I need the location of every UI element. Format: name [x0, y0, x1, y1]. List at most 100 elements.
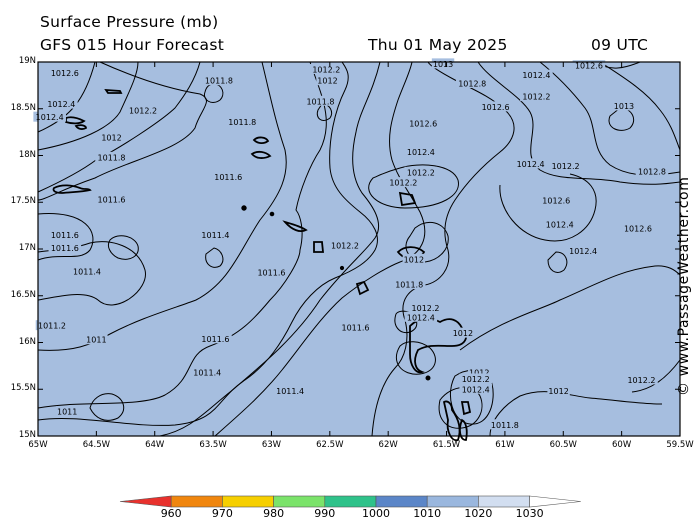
isobar-label: 1012.2 — [409, 302, 442, 313]
isobar-label: 1011.8 — [304, 95, 337, 106]
isobar-label-text: 1011.4 — [73, 267, 101, 276]
isobar-label-text: 1012 — [404, 255, 424, 264]
isobar-label-background — [404, 311, 438, 322]
isobar-label-background — [549, 160, 582, 171]
longitude-label: 62.5W — [316, 440, 344, 450]
latitude-label: 16.5N — [10, 289, 36, 300]
longitude-label: 62W — [378, 440, 398, 450]
isobar-label: 1011.4 — [190, 366, 224, 377]
isobar-label-text: 1011.8 — [395, 281, 423, 290]
isobar-label-background — [404, 146, 438, 157]
isobar-label-text: 1012.2 — [331, 241, 359, 250]
isobar-label-background — [459, 383, 493, 394]
isobar-label: 1012.2 — [328, 239, 362, 250]
isobar-label: 1011 — [55, 406, 79, 417]
isobar-label: 1012.2 — [387, 177, 420, 188]
isobar-label-background — [520, 69, 553, 80]
latitude-label: 19N — [18, 56, 36, 66]
isobar-label-background — [55, 406, 79, 417]
scale-tick-label: 980 — [263, 507, 285, 520]
isobar-label-background — [85, 334, 108, 345]
isobar-label: 1011.4 — [199, 229, 232, 240]
isobar-label-background — [468, 366, 491, 377]
isobar-label: 1011.4 — [70, 265, 104, 276]
isobar-label-background — [70, 265, 104, 276]
pressure-color-scale — [119, 495, 581, 508]
isobar-label: 1011.2 — [35, 320, 69, 331]
isobar-label: 1011.8 — [225, 116, 259, 127]
isobar-label-text: 1011.6 — [51, 231, 79, 240]
isobar-label-text: 1012.6 — [482, 103, 510, 112]
isobar-label-text: 1011.8 — [98, 153, 126, 162]
isobar-label-text: 1012.6 — [409, 120, 437, 129]
axis-ticks — [37, 61, 681, 437]
isobar-label-background — [95, 193, 128, 204]
longitude-label: 64W — [145, 440, 165, 450]
scale-tick-label: 990 — [314, 507, 336, 520]
isobar-label-text: 1012.2 — [627, 376, 655, 385]
isobar-label-text: 1011.6 — [98, 195, 126, 204]
isobar-label-background — [635, 165, 669, 176]
site-credit: © www.PassageWeather.com — [676, 176, 692, 396]
isobar-label-background — [404, 166, 438, 177]
isobar-label-text: 1012.8 — [638, 167, 666, 176]
isobar-label-text: 1011.6 — [214, 173, 242, 182]
isobar-label-background — [547, 385, 570, 396]
isobar-label-text: 1012.4 — [517, 160, 545, 169]
isobar-label-text: 1012.4 — [522, 71, 550, 80]
isobar-label-text: 1012.4 — [569, 247, 597, 256]
isobar-label: 1012 — [316, 75, 339, 86]
isobar-label: 1011 — [85, 334, 108, 345]
isobar-label-text: 1012.2 — [462, 375, 490, 384]
isobar-label-text: 1011.6 — [257, 268, 285, 277]
isobar-label-background — [48, 242, 82, 253]
isobar-label: 1012.4 — [404, 311, 438, 322]
isobar-label: 1012.6 — [539, 194, 573, 205]
isobar-label: 1012.2 — [310, 63, 343, 74]
scale-segment — [222, 495, 274, 508]
isobar-label: 1012.6 — [621, 222, 655, 233]
isobar-label: 1011.4 — [273, 385, 307, 396]
isobar-label-background — [406, 118, 440, 129]
isobar-label: 1012 — [402, 253, 426, 264]
isobar-label: 1011.6 — [339, 322, 372, 333]
isobar-label: 1011.6 — [255, 266, 288, 277]
scale-segment — [324, 495, 377, 508]
forecast-subtitle: GFS 015 Hour Forecast — [40, 36, 225, 54]
isobar-label-background — [459, 373, 493, 384]
isobar-label-text: 1012.4 — [407, 313, 435, 322]
isobar-label-background — [126, 105, 160, 116]
longitude-label: 59.5W — [666, 440, 694, 450]
isobar-label-text: 1012.4 — [462, 385, 490, 394]
latitude-label: 17N — [18, 243, 36, 253]
isobar-label-background — [48, 229, 82, 240]
longitude-label: 61.5W — [432, 440, 461, 450]
isobar-label-background — [572, 60, 606, 71]
scale-tick-label: 1020 — [464, 507, 493, 520]
isobar-label: 1012.6 — [406, 118, 440, 129]
longitude-label: 63W — [261, 440, 282, 450]
forecast-date: Thu 01 May 2025 — [368, 36, 508, 54]
isobar-label: 1012.4 — [566, 245, 600, 256]
isobar-label-background — [479, 101, 512, 112]
isobar-label-background — [339, 322, 372, 333]
isobar-label: 1012.2 — [126, 105, 160, 116]
scale-segment — [426, 495, 479, 508]
isobar-label-background — [625, 374, 658, 385]
isobar-label-text: 1012 — [317, 77, 337, 86]
longitude-label: 61W — [495, 440, 515, 450]
isobar-label-background — [310, 63, 343, 74]
isobar-label-background — [621, 222, 655, 233]
isobar-label-background — [451, 327, 475, 338]
isobar-label-background — [488, 419, 522, 430]
isobar-label-background — [543, 219, 577, 230]
scale-segment — [170, 495, 223, 508]
scale-tick-label: 1010 — [413, 507, 442, 520]
isobar-label-text: 1012.2 — [522, 93, 550, 102]
isobar-label-background — [392, 279, 426, 290]
isobar-label-text: 1011.6 — [341, 324, 369, 333]
isobar-label-text: 1012 — [101, 134, 121, 143]
isobar-label-text: 1011.8 — [228, 118, 256, 127]
isobar-label-text: 1012.8 — [458, 80, 486, 89]
isobar-label-text: 1011 — [86, 336, 106, 345]
